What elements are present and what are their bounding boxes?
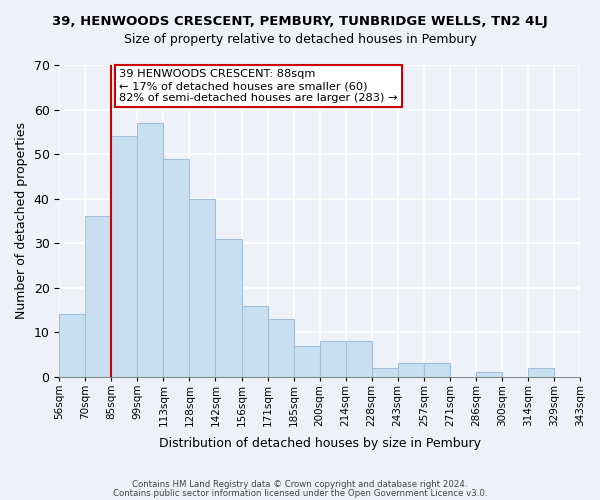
Bar: [476, 372, 502, 377]
Bar: [372, 368, 398, 377]
Bar: [59, 314, 85, 377]
Text: Size of property relative to detached houses in Pembury: Size of property relative to detached ho…: [124, 32, 476, 46]
Text: Contains public sector information licensed under the Open Government Licence v3: Contains public sector information licen…: [113, 488, 487, 498]
Y-axis label: Number of detached properties: Number of detached properties: [15, 122, 28, 320]
Bar: [137, 123, 163, 377]
Bar: [320, 341, 346, 377]
X-axis label: Distribution of detached houses by size in Pembury: Distribution of detached houses by size …: [158, 437, 481, 450]
Bar: [242, 306, 268, 377]
Bar: [346, 341, 372, 377]
Bar: [268, 319, 293, 377]
Text: 39 HENWOODS CRESCENT: 88sqm
← 17% of detached houses are smaller (60)
82% of sem: 39 HENWOODS CRESCENT: 88sqm ← 17% of det…: [119, 70, 398, 102]
Text: 39, HENWOODS CRESCENT, PEMBURY, TUNBRIDGE WELLS, TN2 4LJ: 39, HENWOODS CRESCENT, PEMBURY, TUNBRIDG…: [52, 15, 548, 28]
Text: Contains HM Land Registry data © Crown copyright and database right 2024.: Contains HM Land Registry data © Crown c…: [132, 480, 468, 489]
Bar: [215, 238, 242, 377]
Bar: [293, 346, 320, 377]
Bar: [112, 136, 137, 377]
Bar: [85, 216, 112, 377]
Bar: [163, 158, 190, 377]
Bar: [528, 368, 554, 377]
Bar: [424, 364, 450, 377]
Bar: [398, 364, 424, 377]
Bar: [190, 198, 215, 377]
